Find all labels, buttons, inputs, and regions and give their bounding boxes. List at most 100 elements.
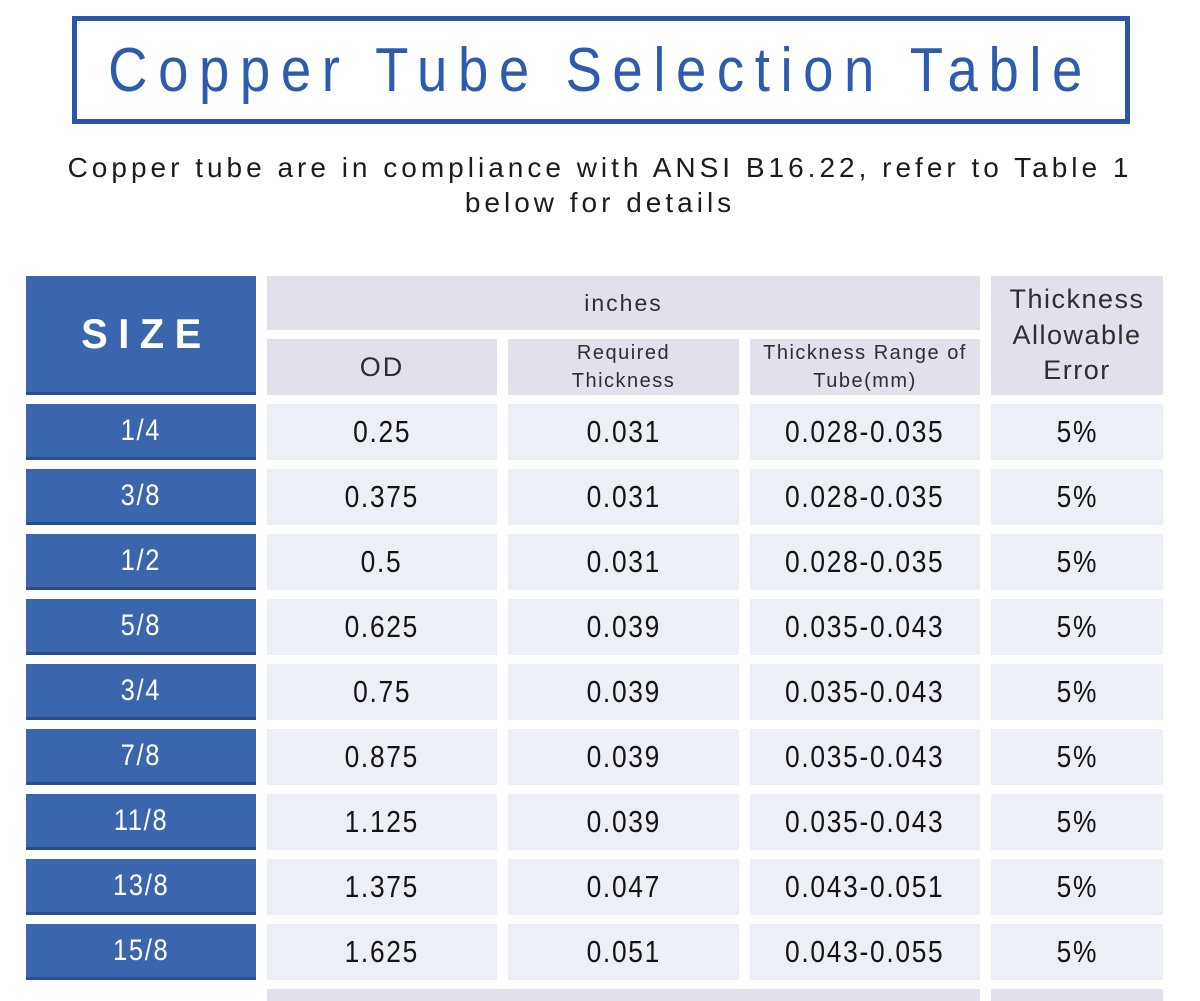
od-cell: 0.75 xyxy=(267,664,497,720)
size-value: 3/4 xyxy=(120,673,162,707)
required-thickness-value: 0.047 xyxy=(586,869,661,904)
size-value: 5/8 xyxy=(120,608,162,642)
allowable-error-cell: 5% xyxy=(991,859,1163,915)
od-cell: 0.875 xyxy=(267,729,497,785)
size-cell: 1/4 xyxy=(26,404,256,460)
allowable-error-cell: 5% xyxy=(991,599,1163,655)
od-header-label: OD xyxy=(359,351,405,382)
allowable-error-cell: 5% xyxy=(991,729,1163,785)
size-column-header: SIZE xyxy=(26,276,256,395)
size-value: 7/8 xyxy=(120,738,162,772)
allowable-error-cell: 5% xyxy=(991,404,1163,460)
od-cell: 1.125 xyxy=(267,794,497,850)
od-value: 1.125 xyxy=(344,804,420,839)
thickness-range-cell: 0.028-0.035 xyxy=(750,534,980,590)
size-value: 15/8 xyxy=(112,933,170,967)
allowable-error-value: 5% xyxy=(1056,804,1098,839)
size-value: 1/4 xyxy=(120,413,162,447)
thickness-range-value: 0.035-0.043 xyxy=(785,609,945,644)
size-header-label: SIZE xyxy=(80,310,212,357)
required-thickness-column-header: Required Thickness xyxy=(508,339,739,395)
size-cell: 11/8 xyxy=(26,794,256,850)
allowable-error-cell: 5% xyxy=(991,924,1163,980)
od-cell: 0.5 xyxy=(267,534,497,590)
od-cell: 1.375 xyxy=(267,859,497,915)
required-thickness-cell: 0.031 xyxy=(508,469,739,525)
required-thickness-value: 0.031 xyxy=(586,544,661,579)
size-cell: 13/8 xyxy=(26,859,256,915)
allowable-error-cell: 5% xyxy=(991,534,1163,590)
inches-header-label: inches xyxy=(584,289,663,316)
title-box: Copper Tube Selection Table xyxy=(72,16,1130,124)
allowable-error-value: 5% xyxy=(1056,869,1098,904)
od-cell: 0.625 xyxy=(267,599,497,655)
size-cell: 15/8 xyxy=(26,924,256,980)
od-cell: 0.25 xyxy=(267,404,497,460)
allowable-error-header-label: Thickness Allowable Error xyxy=(1009,283,1145,386)
od-value: 1.375 xyxy=(344,869,420,904)
allowable-error-value: 5% xyxy=(1056,609,1098,644)
thickness-range-cell: 0.043-0.051 xyxy=(750,859,980,915)
allowable-error-cell: 5% xyxy=(991,469,1163,525)
od-value: 0.25 xyxy=(352,414,412,449)
od-column-header: OD xyxy=(267,339,497,395)
size-cell: 1/2 xyxy=(26,534,256,590)
thickness-range-value: 0.028-0.035 xyxy=(785,479,945,514)
thickness-range-cell: 0.035-0.043 xyxy=(750,664,980,720)
size-cell: 3/8 xyxy=(26,469,256,525)
thickness-range-cell: 0.043-0.055 xyxy=(750,924,980,980)
compliance-subtitle: Copper tube are in compliance with ANSI … xyxy=(67,152,1133,218)
required-thickness-value: 0.039 xyxy=(586,674,661,709)
next-section-partial-error-cell xyxy=(991,989,1163,1001)
size-cell: 3/4 xyxy=(26,664,256,720)
required-thickness-cell: 0.039 xyxy=(508,599,739,655)
thickness-range-cell: 0.028-0.035 xyxy=(750,469,980,525)
size-value: 13/8 xyxy=(112,868,170,902)
od-value: 1.625 xyxy=(344,934,420,969)
od-value: 0.875 xyxy=(344,739,420,774)
od-value: 0.375 xyxy=(344,479,420,514)
size-cell: 5/8 xyxy=(26,599,256,655)
allowable-error-cell: 5% xyxy=(991,664,1163,720)
inches-group-header: inches xyxy=(267,276,980,330)
thickness-range-value: 0.043-0.051 xyxy=(785,869,945,904)
allowable-error-value: 5% xyxy=(1056,544,1098,579)
thickness-range-value: 0.028-0.035 xyxy=(785,414,945,449)
thickness-range-value: 0.035-0.043 xyxy=(785,804,945,839)
size-value: 1/2 xyxy=(120,543,162,577)
allowable-error-value: 5% xyxy=(1056,414,1098,449)
required-thickness-cell: 0.039 xyxy=(508,729,739,785)
allowable-error-value: 5% xyxy=(1056,934,1098,969)
required-thickness-cell: 0.051 xyxy=(508,924,739,980)
allowable-error-column-header: Thickness Allowable Error xyxy=(991,276,1163,395)
required-thickness-cell: 0.039 xyxy=(508,794,739,850)
od-value: 0.75 xyxy=(352,674,412,709)
required-thickness-value: 0.039 xyxy=(586,609,661,644)
required-thickness-value: 0.039 xyxy=(586,739,661,774)
allowable-error-value: 5% xyxy=(1056,739,1098,774)
allowable-error-value: 5% xyxy=(1056,674,1098,709)
thickness-range-cell: 0.035-0.043 xyxy=(750,729,980,785)
od-value: 0.625 xyxy=(344,609,420,644)
od-value: 0.5 xyxy=(361,544,403,579)
required-thickness-value: 0.031 xyxy=(586,414,661,449)
required-thickness-cell: 0.031 xyxy=(508,534,739,590)
thickness-range-cell: 0.028-0.035 xyxy=(750,404,980,460)
required-thickness-cell: 0.047 xyxy=(508,859,739,915)
page-title: Copper Tube Selection Table xyxy=(108,35,1094,105)
size-value: 11/8 xyxy=(113,803,169,837)
thickness-range-value: 0.028-0.035 xyxy=(785,544,945,579)
thickness-range-value: 0.043-0.055 xyxy=(785,934,945,969)
thickness-range-column-header: Thickness Range of Tube(mm) xyxy=(750,339,980,395)
selection-table: SIZE inches OD Required Thickness Thickn… xyxy=(26,276,1163,1001)
thickness-range-value: 0.035-0.043 xyxy=(785,739,945,774)
required-thickness-header-label: Required Thickness xyxy=(571,342,676,392)
thickness-range-header-label: Thickness Range of Tube(mm) xyxy=(763,342,967,392)
od-cell: 0.375 xyxy=(267,469,497,525)
required-thickness-value: 0.051 xyxy=(586,934,661,969)
thickness-range-cell: 0.035-0.043 xyxy=(750,794,980,850)
required-thickness-cell: 0.039 xyxy=(508,664,739,720)
od-cell: 1.625 xyxy=(267,924,497,980)
size-value: 3/8 xyxy=(120,478,162,512)
